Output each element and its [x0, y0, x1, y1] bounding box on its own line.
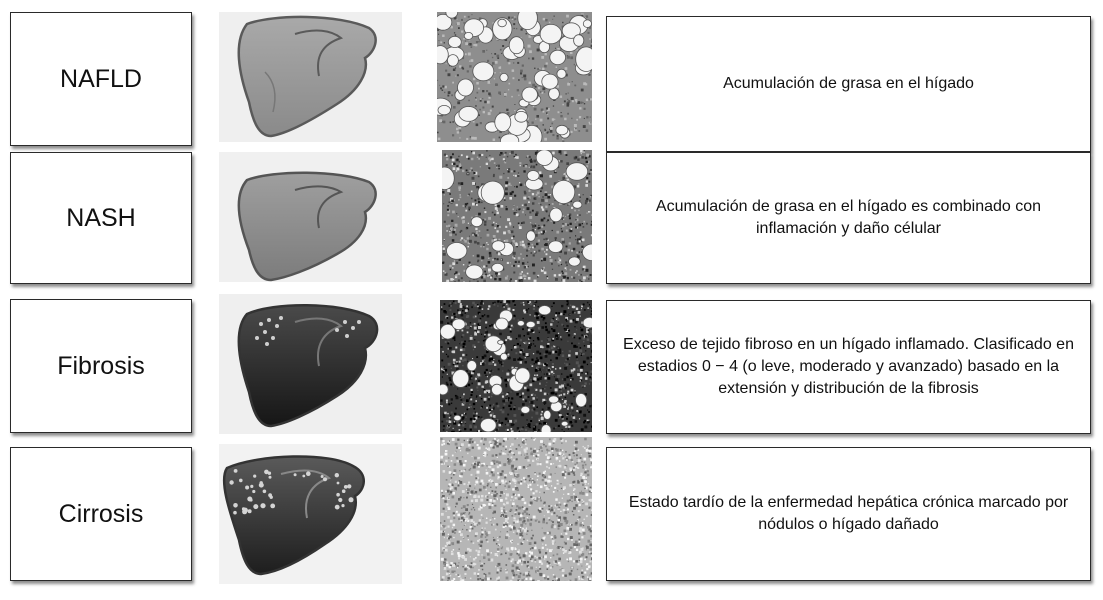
stage-description-cirrosis: Estado tardío de la enfermedad hepática … — [606, 447, 1091, 581]
cirrhotic-histology — [440, 437, 592, 581]
liver-inflamed-icon — [219, 152, 402, 282]
liver-fibrotic-icon — [219, 294, 402, 434]
stage-label-nash: NASH — [10, 152, 192, 284]
fat-vacuoles-histology — [437, 12, 592, 142]
stage-label-fibrosis: Fibrosis — [10, 299, 192, 433]
inflamed-fat-histology — [442, 150, 592, 282]
liver-fatty-icon — [219, 12, 402, 142]
fibrotic-histology — [440, 300, 592, 432]
stage-label-nafld: NAFLD — [10, 12, 192, 146]
liver-cirrhotic-icon — [219, 444, 402, 584]
stage-description-fibrosis: Exceso de tejido fibroso en un hígado in… — [606, 300, 1091, 434]
stage-label-cirrosis: Cirrosis — [10, 447, 192, 581]
stage-description-nafld: Acumulación de grasa en el hígado — [606, 16, 1091, 152]
stage-description-nash: Acumulación de grasa en el hígado es com… — [606, 152, 1091, 284]
